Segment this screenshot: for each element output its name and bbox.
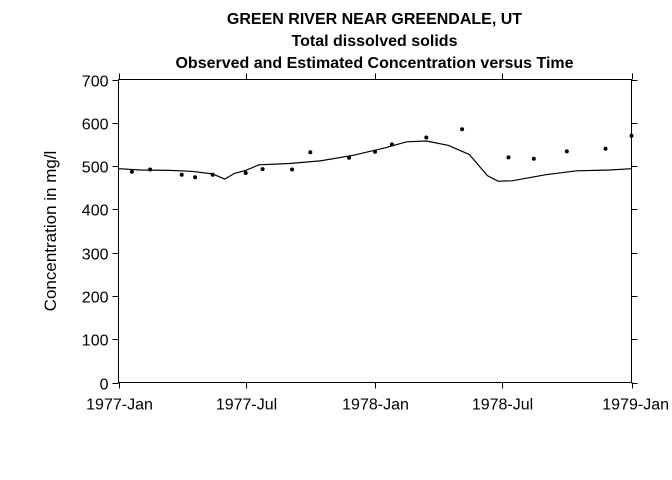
observed-concentration-point — [260, 167, 265, 172]
observed-concentration-point — [290, 167, 295, 172]
observed-concentration-point — [373, 149, 377, 154]
observed-concentration-point — [564, 149, 569, 154]
chart-title: GREEN RIVER NEAR GREENDALE, UT — [226, 11, 523, 28]
observed-concentration-point — [424, 135, 429, 140]
y-axis-label: Concentration in mg/l — [41, 151, 60, 312]
x-tick-label: 1978-Jan — [342, 397, 409, 414]
y-tick-label: 100 — [82, 333, 109, 350]
observed-concentration-point — [308, 150, 313, 155]
y-axis: 0 100 200 300 400 500 600 700 — [82, 74, 638, 394]
x-axis: 1977-Jan 1977-Jul 1978-Jan 1978-Jul 1979-Jan — [86, 73, 669, 414]
y-tick-label: 300 — [82, 247, 109, 264]
y-tick-label: 500 — [82, 160, 109, 177]
observed-concentration-point — [389, 142, 394, 147]
chart-title-block: GREEN RIVER NEAR GREENDALE, UT Total dis… — [118, 9, 631, 75]
observed-concentration-point — [629, 133, 634, 138]
x-tick-label: 1978-Jul — [472, 397, 533, 414]
x-tick-label: 1979-Jan — [602, 397, 669, 414]
observed-concentration-point — [603, 146, 608, 151]
y-tick-label: 700 — [82, 74, 109, 91]
plot-frame — [118, 79, 632, 383]
y-tick-label: 600 — [82, 117, 109, 134]
observed-concentration-point — [347, 155, 351, 160]
chart-subtitle-2: Observed and Estimated Concentration ver… — [175, 55, 574, 72]
y-tick-label: 0 — [100, 377, 109, 394]
x-tick-label: 1977-Jan — [86, 397, 153, 414]
estimated-concentration-line — [118, 140, 632, 182]
observed-concentration-point — [243, 171, 248, 175]
y-tick-label: 200 — [82, 290, 109, 307]
y-tick-label: 400 — [82, 203, 109, 220]
series-layer — [118, 127, 634, 182]
observed-concentration-point — [531, 156, 536, 161]
observed-concentration-point — [179, 172, 184, 177]
observed-concentration-point — [506, 155, 511, 160]
x-tick-label: 1977-Jul — [216, 397, 277, 414]
observed-concentration-point — [460, 127, 465, 132]
chart-subtitle: Total dissolved solids — [291, 33, 458, 50]
observed-concentration-point — [129, 169, 134, 174]
observed-concentration-point — [210, 172, 215, 177]
observed-concentration-point — [193, 175, 198, 180]
observed-concentration-point — [148, 167, 153, 172]
